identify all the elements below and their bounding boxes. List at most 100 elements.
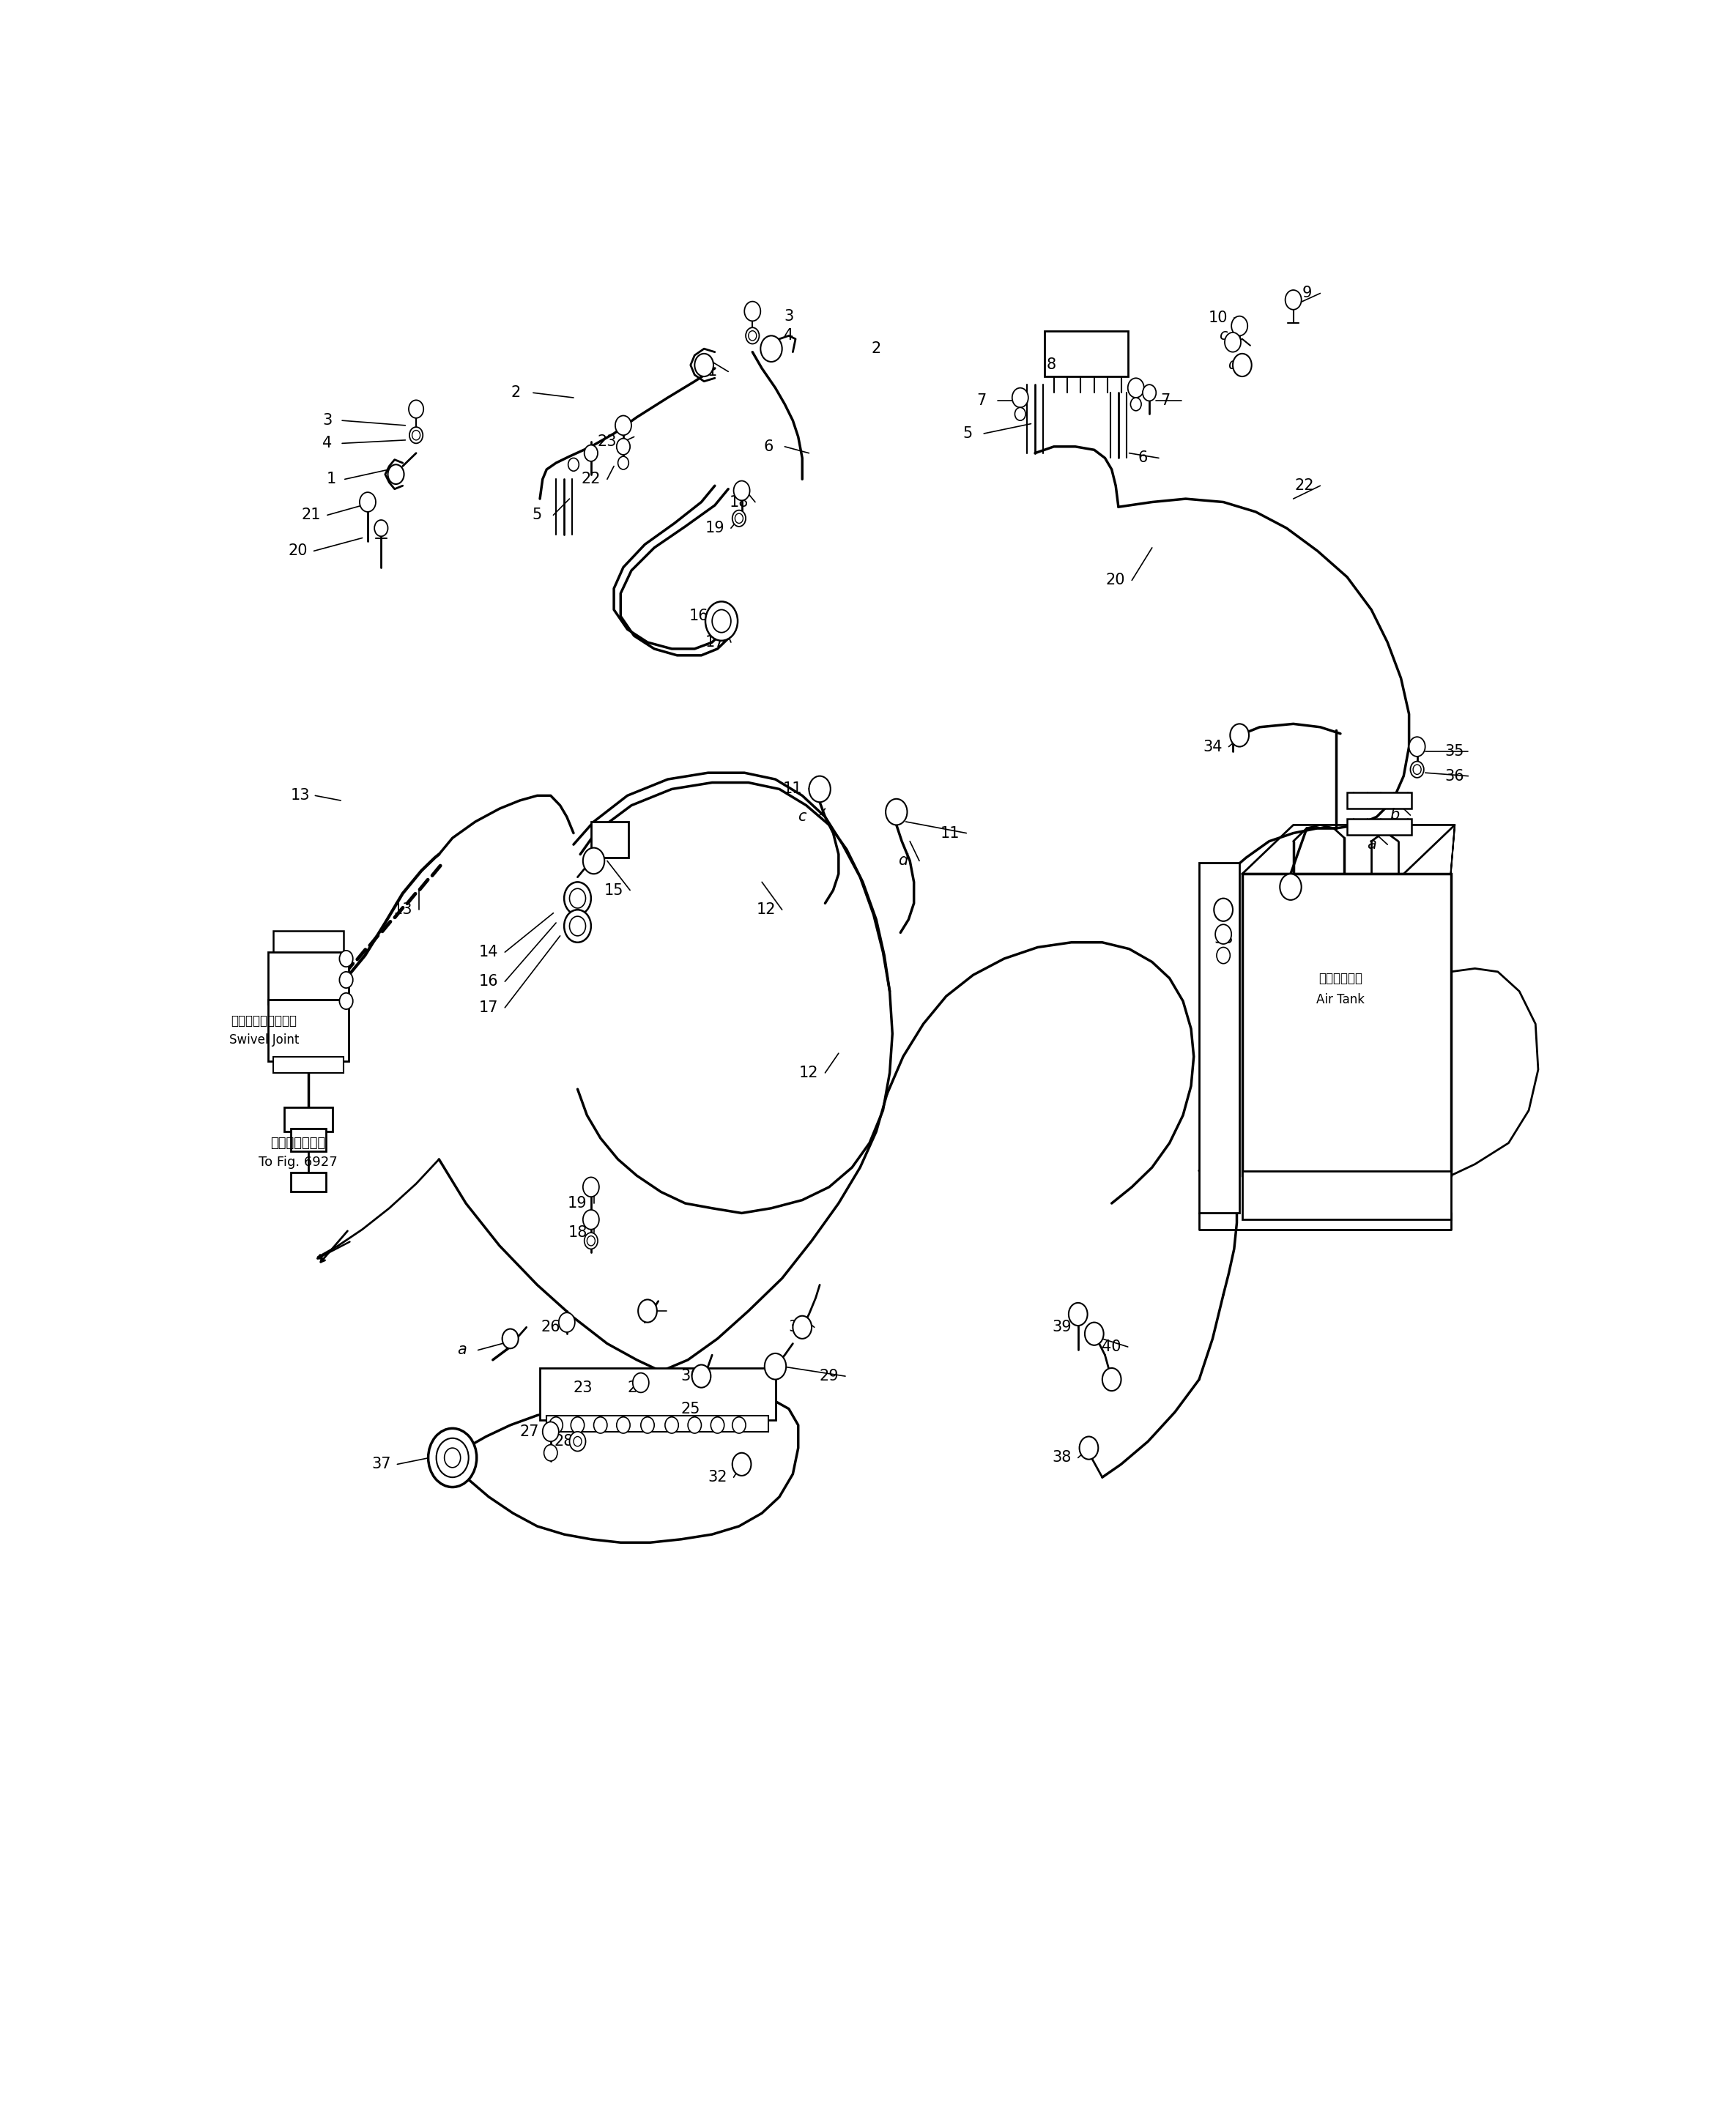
Circle shape	[687, 1417, 701, 1434]
Text: 26: 26	[542, 1320, 561, 1334]
Circle shape	[543, 1444, 557, 1461]
Circle shape	[1217, 947, 1231, 964]
Circle shape	[694, 354, 713, 377]
Circle shape	[1231, 316, 1248, 335]
Text: 17: 17	[705, 635, 724, 650]
Text: 34: 34	[1203, 739, 1222, 754]
Circle shape	[569, 917, 585, 936]
Circle shape	[571, 1417, 585, 1434]
Text: 12: 12	[799, 1065, 819, 1080]
Circle shape	[615, 415, 632, 434]
Text: 20: 20	[288, 544, 307, 559]
Circle shape	[594, 1417, 608, 1434]
Bar	[292, 1173, 326, 1192]
Circle shape	[585, 1233, 597, 1250]
Circle shape	[340, 993, 352, 1010]
Circle shape	[632, 1372, 649, 1392]
Bar	[274, 1000, 344, 1012]
Circle shape	[1142, 385, 1156, 400]
Circle shape	[564, 881, 590, 915]
Circle shape	[710, 1417, 724, 1434]
Circle shape	[359, 491, 375, 513]
Text: 3: 3	[323, 413, 332, 428]
Text: 12: 12	[757, 902, 776, 917]
Circle shape	[1231, 724, 1248, 748]
Text: 11: 11	[783, 782, 802, 796]
Circle shape	[1085, 1322, 1104, 1345]
Bar	[285, 1108, 333, 1131]
Bar	[274, 1057, 344, 1074]
Text: 11: 11	[941, 826, 960, 841]
Circle shape	[760, 335, 781, 362]
Text: 24: 24	[627, 1381, 646, 1396]
Circle shape	[1233, 354, 1252, 377]
Text: To Fig. 6927: To Fig. 6927	[259, 1156, 337, 1169]
Circle shape	[583, 1178, 599, 1197]
Circle shape	[1016, 407, 1026, 421]
Text: 6: 6	[1137, 451, 1147, 466]
Circle shape	[746, 328, 759, 343]
Text: 4: 4	[785, 328, 793, 343]
Text: 1: 1	[707, 364, 717, 379]
Circle shape	[616, 1417, 630, 1434]
Text: 15: 15	[604, 883, 623, 898]
Circle shape	[885, 798, 908, 826]
Text: 16: 16	[479, 974, 498, 989]
Text: c: c	[799, 809, 807, 824]
Circle shape	[549, 1417, 562, 1434]
Text: 13: 13	[290, 788, 311, 803]
Text: 22: 22	[1295, 479, 1314, 493]
Circle shape	[564, 911, 590, 943]
Text: 36: 36	[1444, 769, 1465, 784]
Text: 30: 30	[681, 1368, 700, 1383]
Text: 40: 40	[1102, 1339, 1121, 1353]
Text: d: d	[898, 854, 908, 868]
Circle shape	[583, 1209, 599, 1228]
Circle shape	[1279, 875, 1302, 900]
Circle shape	[733, 1453, 752, 1476]
Text: 2: 2	[510, 385, 521, 400]
Circle shape	[733, 1417, 746, 1434]
Text: 7: 7	[976, 394, 986, 409]
Text: Air Tank: Air Tank	[1316, 993, 1364, 1006]
Circle shape	[1080, 1436, 1099, 1459]
Text: 1: 1	[326, 472, 337, 487]
Bar	[1347, 818, 1411, 834]
Circle shape	[1413, 765, 1422, 775]
Circle shape	[665, 1417, 679, 1434]
Text: 38: 38	[1052, 1451, 1071, 1466]
Text: 31: 31	[788, 1320, 807, 1334]
Text: 33: 33	[1213, 932, 1233, 947]
Text: 22: 22	[582, 472, 601, 487]
Circle shape	[793, 1315, 812, 1339]
Bar	[267, 953, 349, 1004]
Circle shape	[1224, 333, 1241, 352]
Bar	[1045, 330, 1128, 377]
Circle shape	[618, 455, 628, 470]
Bar	[292, 1129, 326, 1150]
Text: 28: 28	[554, 1434, 575, 1449]
Text: 19: 19	[568, 1197, 587, 1211]
Bar	[1243, 875, 1451, 1175]
Bar	[590, 822, 628, 858]
Text: 20: 20	[1106, 574, 1125, 587]
Circle shape	[408, 400, 424, 417]
Text: 35: 35	[1444, 743, 1465, 758]
Text: 39: 39	[1052, 1320, 1071, 1334]
Circle shape	[587, 1237, 595, 1245]
Text: d: d	[1227, 358, 1238, 373]
Circle shape	[639, 1300, 656, 1322]
Text: 8: 8	[1047, 358, 1055, 373]
Circle shape	[734, 513, 743, 523]
Text: スイベルジョイント: スイベルジョイント	[231, 1015, 297, 1027]
Text: 23: 23	[573, 1381, 592, 1396]
Text: 17: 17	[479, 1000, 498, 1015]
Circle shape	[1213, 898, 1233, 921]
Text: b: b	[1389, 807, 1399, 822]
Text: エアータンク: エアータンク	[1318, 972, 1363, 985]
Text: 21: 21	[302, 508, 321, 523]
Circle shape	[411, 430, 420, 441]
Text: 32: 32	[708, 1470, 727, 1485]
Circle shape	[340, 972, 352, 987]
Circle shape	[444, 1449, 460, 1468]
